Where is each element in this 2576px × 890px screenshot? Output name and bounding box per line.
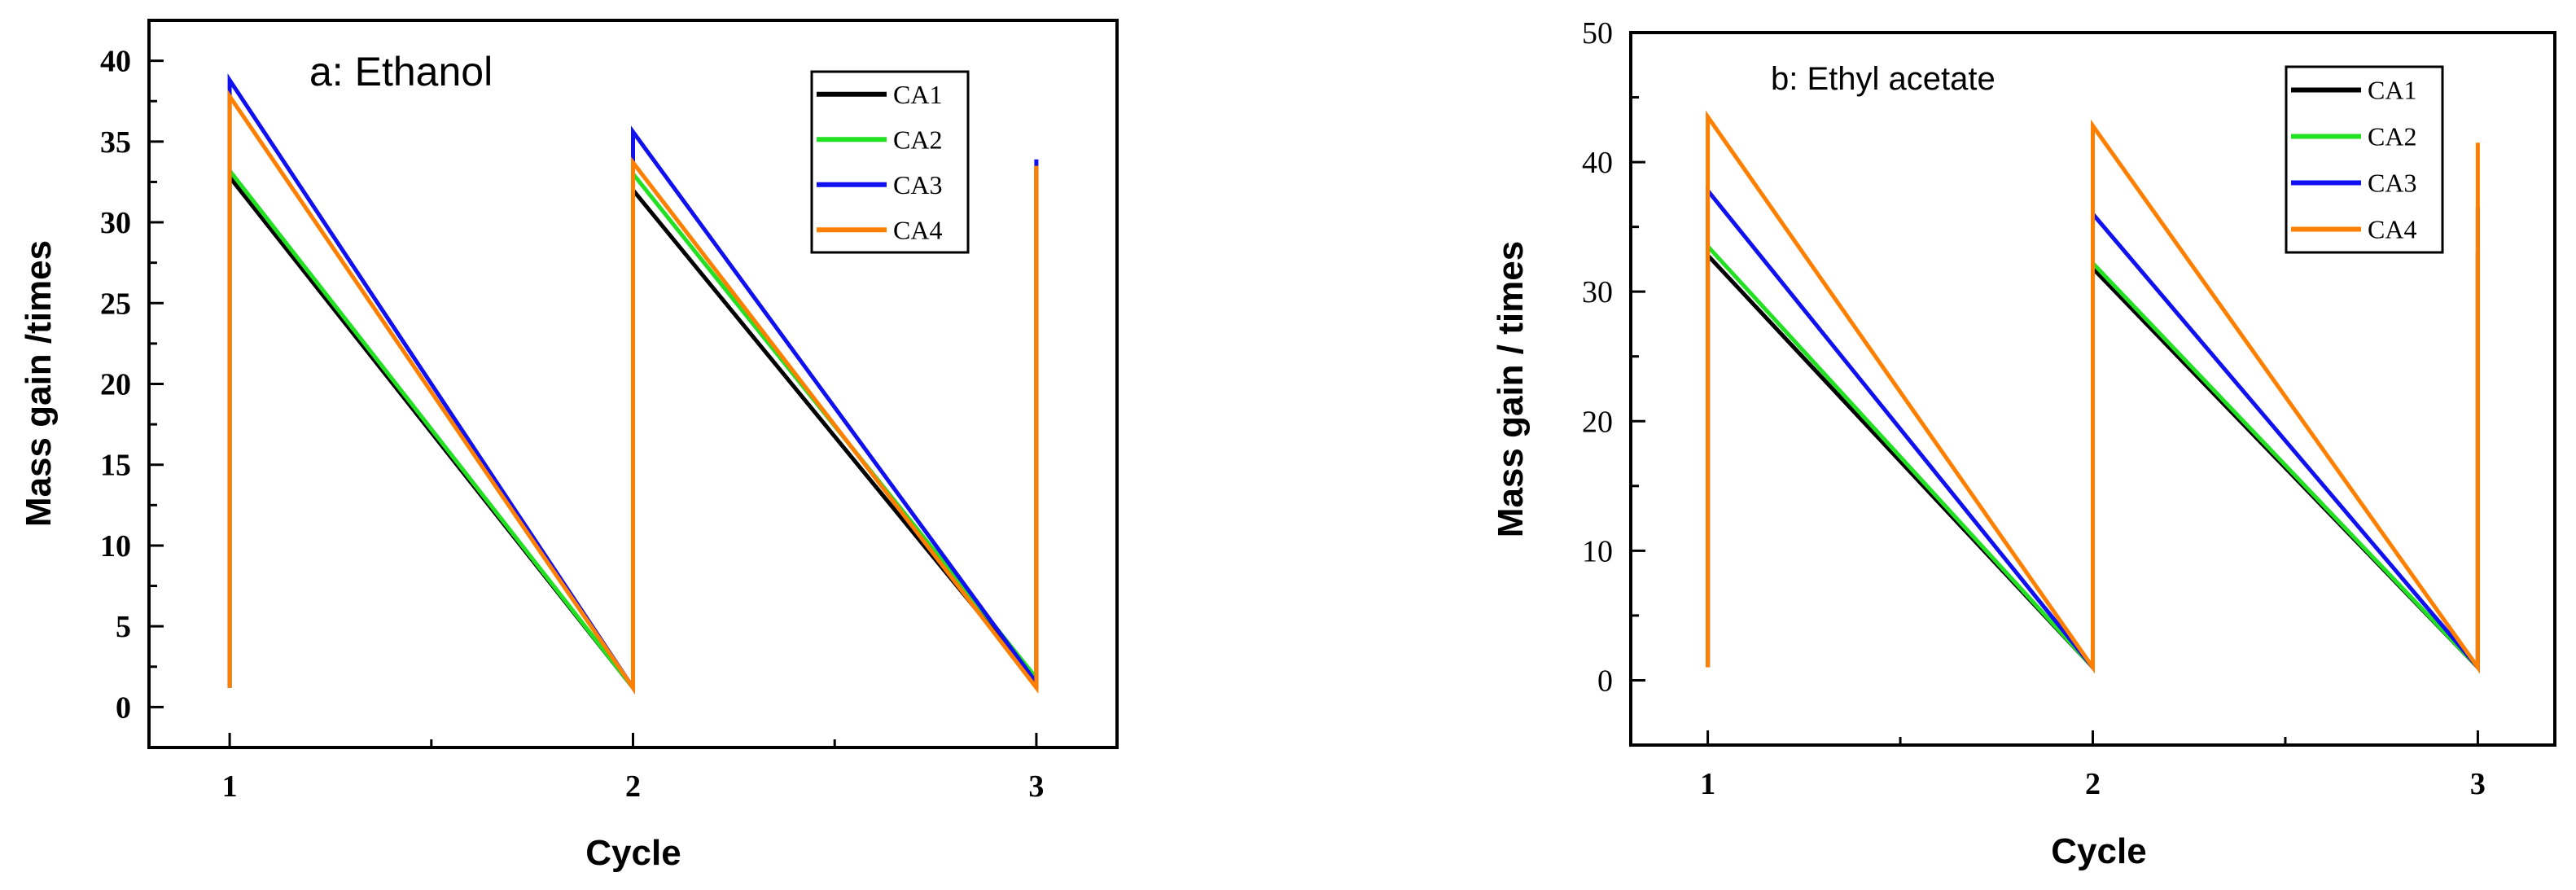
- x-axis-title: Cycle: [585, 833, 681, 873]
- y-tick-label: 40: [1582, 146, 1613, 180]
- x-tick-label: 2: [2085, 767, 2101, 801]
- y-axis-ticks: 0 5 10 15 20 25 30 35 40: [100, 19, 164, 749]
- x-axis-ticks: 1 2 3: [1700, 730, 2486, 801]
- series-lines: [227, 73, 1039, 695]
- y-axis-title: Mass gain /times: [19, 240, 59, 527]
- panel-ethanol: 0 5 10 15 20 25 30 35 40 1 2 3 a: Ethanol Cycle Ma…: [19, 19, 1119, 873]
- legend-label: CA1: [893, 80, 942, 109]
- x-tick-label: 3: [2470, 767, 2486, 801]
- y-axis-ticks: 0 10 20 30 40 50: [1582, 16, 1645, 747]
- x-axis-title: Cycle: [2051, 831, 2146, 871]
- y-axis-title: Mass gain / times: [1491, 241, 1531, 537]
- legend-box: [810, 70, 970, 254]
- panel-title: a: Ethanol: [309, 49, 493, 94]
- series-line-ca4: [227, 90, 1039, 695]
- legend-box: [2285, 65, 2444, 254]
- y-tick-label: 30: [1582, 275, 1613, 309]
- series-line-ca4: [1706, 110, 2480, 674]
- x-axis-ticks: 1 2 3: [222, 733, 1044, 804]
- y-tick-label: 40: [100, 45, 131, 79]
- series-lines: [1706, 110, 2480, 674]
- legend-label: CA3: [2368, 169, 2416, 198]
- legend-label: CA2: [893, 125, 942, 154]
- x-tick-label: 1: [1700, 767, 1715, 801]
- legend-label: CA1: [2368, 76, 2416, 105]
- y-tick-label: 30: [100, 206, 131, 240]
- x-tick-label: 1: [222, 769, 238, 804]
- y-tick-label: 5: [116, 610, 131, 644]
- y-tick-label: 25: [100, 287, 131, 321]
- y-tick-label: 10: [100, 529, 131, 563]
- legend-label: CA4: [893, 215, 942, 244]
- legend: CA1 CA2 CA3 CA4: [2285, 65, 2444, 254]
- y-tick-label: 20: [1582, 405, 1613, 439]
- y-tick-label: 50: [1582, 16, 1613, 50]
- x-tick-label: 3: [1028, 769, 1044, 804]
- y-tick-label: 20: [100, 368, 131, 402]
- panel-title: b: Ethyl acetate: [1771, 61, 1996, 97]
- y-tick-label: 0: [116, 691, 131, 725]
- panel-ethyl-acetate: 0 10 20 30 40 50 1 2 3 b: Ethyl acetate Cycle M…: [1491, 16, 2556, 871]
- y-tick-label: 10: [1582, 534, 1613, 568]
- y-tick-label: 35: [100, 125, 131, 160]
- x-tick-label: 2: [625, 769, 641, 804]
- legend-label: CA2: [2368, 122, 2416, 151]
- legend-label: CA3: [893, 170, 942, 199]
- legend: CA1 CA2 CA3 CA4: [810, 70, 970, 254]
- legend-label: CA4: [2368, 215, 2416, 244]
- y-tick-label: 0: [1597, 664, 1613, 698]
- y-tick-label: 15: [100, 449, 131, 483]
